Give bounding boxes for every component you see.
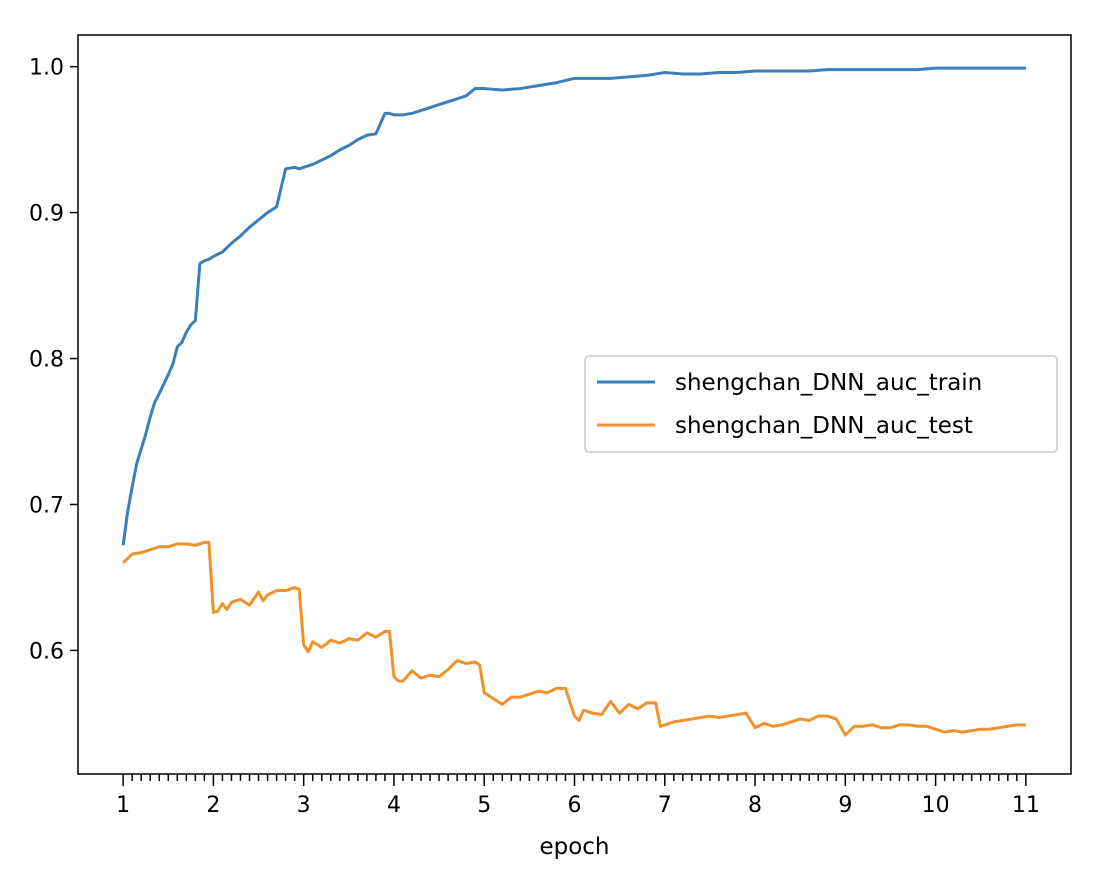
legend-label: shengchan_DNN_auc_train <box>675 370 982 396</box>
x-tick-label: 6 <box>568 793 582 818</box>
x-tick-label: 10 <box>922 793 950 818</box>
legend-box <box>584 355 1058 453</box>
y-axis: 0.6 0.7 0.8 0.9 1.0 <box>29 56 78 664</box>
x-tick-label: 3 <box>297 793 311 818</box>
y-tick-label: 1.0 <box>29 56 64 81</box>
x-axis: 1 2 3 4 5 6 7 8 9 10 11 <box>116 774 1040 818</box>
x-tick-label: 11 <box>1012 793 1040 818</box>
x-tick-label: 8 <box>748 793 762 818</box>
series-line-train <box>121 66 1026 546</box>
x-tick-label: 1 <box>116 793 130 818</box>
series-line-test <box>122 540 1026 737</box>
y-tick-label: 0.9 <box>29 202 64 227</box>
y-tick-label: 0.8 <box>29 348 64 373</box>
x-axis-label: epoch <box>539 834 609 860</box>
x-tick-label: 7 <box>658 793 672 818</box>
legend: shengchan_DNN_auc_train shengchan_DNN_auc… <box>584 355 1058 453</box>
y-tick-label: 0.6 <box>29 639 64 664</box>
x-tick-label: 5 <box>477 793 491 818</box>
y-tick-label: 0.7 <box>29 493 64 518</box>
x-tick-label: 4 <box>387 793 401 818</box>
plot-lines <box>121 66 1026 737</box>
legend-label: shengchan_DNN_auc_test <box>675 413 973 439</box>
x-tick-label: 9 <box>838 793 852 818</box>
x-tick-label: 2 <box>206 793 220 818</box>
